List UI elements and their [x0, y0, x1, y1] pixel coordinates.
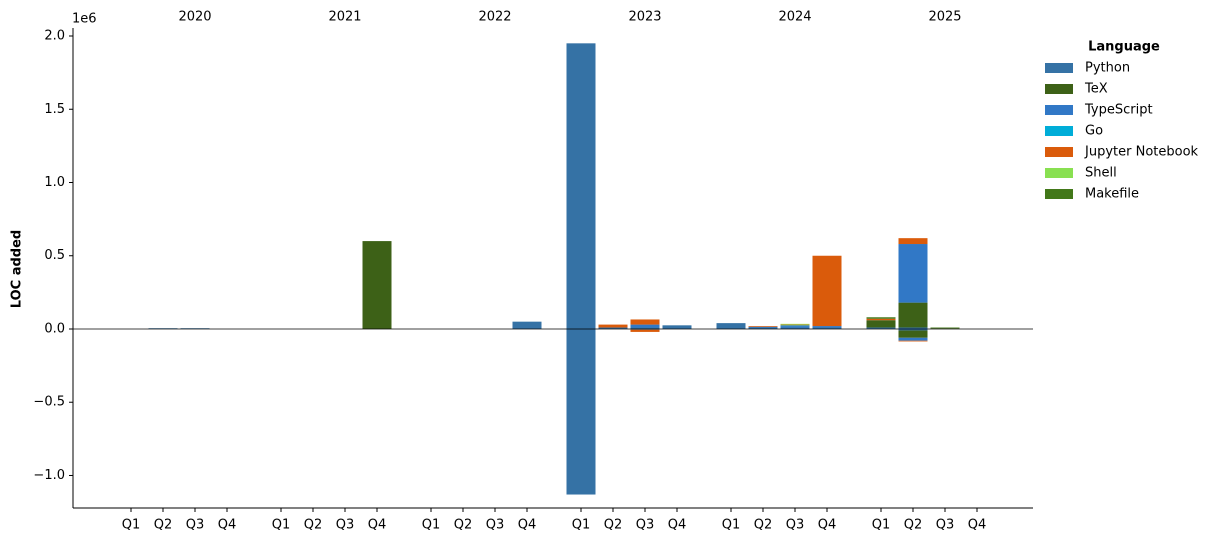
legend-label: Makefile: [1085, 187, 1139, 202]
bar: [362, 241, 392, 329]
x-tick-label: Q4: [218, 518, 237, 533]
bar: [566, 43, 596, 329]
x-tick-label: Q1: [122, 518, 141, 533]
x-tick-label: Q3: [936, 518, 955, 533]
x-tick-label: Q1: [722, 518, 741, 533]
y-tick-label: −0.5: [33, 395, 65, 410]
x-tick-label: Q4: [968, 518, 987, 533]
x-tick-label: Q3: [336, 518, 355, 533]
x-tick-label: Q2: [604, 518, 623, 533]
x-tick-label: Q3: [486, 518, 505, 533]
legend-swatch: [1045, 147, 1073, 157]
legend-swatch: [1045, 105, 1073, 115]
bar: [812, 326, 842, 328]
year-label: 2024: [778, 10, 811, 25]
bar: [812, 327, 842, 329]
legend-swatch: [1045, 189, 1073, 199]
x-tick-label: Q4: [668, 518, 687, 533]
bar: [866, 327, 896, 329]
x-tick-label: Q2: [304, 518, 323, 533]
x-tick-label: Q2: [454, 518, 473, 533]
legend-title: Language: [1088, 40, 1160, 55]
x-tick-label: Q1: [422, 518, 441, 533]
year-label: 2025: [928, 10, 961, 25]
bar-negative: [898, 337, 928, 341]
bar: [780, 323, 810, 325]
bar: [748, 326, 778, 327]
x-tick-label: Q4: [818, 518, 837, 533]
legend-label: Jupyter Notebook: [1084, 145, 1199, 160]
bar: [898, 244, 928, 303]
y-tick-label: −1.0: [33, 468, 65, 483]
bar-negative: [898, 340, 928, 342]
bar: [780, 327, 810, 329]
x-tick-label: Q1: [272, 518, 291, 533]
x-tick-label: Q2: [904, 518, 923, 533]
y-axis-label: LOC added: [10, 230, 25, 308]
bar: [930, 328, 960, 329]
x-tick-label: Q2: [154, 518, 173, 533]
bar-negative: [566, 328, 596, 495]
bar: [630, 319, 660, 325]
bar: [866, 318, 896, 321]
bar: [898, 327, 928, 329]
bar: [598, 327, 628, 329]
bar: [780, 325, 810, 327]
y-tick-label: 1.5: [44, 102, 65, 117]
legend-label: Shell: [1085, 166, 1117, 181]
x-tick-label: Q2: [754, 518, 773, 533]
bar: [180, 328, 210, 329]
bar-negative: [898, 328, 928, 331]
bar: [630, 327, 660, 329]
bar: [512, 321, 542, 329]
x-tick-label: Q3: [786, 518, 805, 533]
bar-negative: [898, 330, 928, 338]
legend-swatch: [1045, 126, 1073, 136]
legend-label: TypeScript: [1084, 103, 1153, 118]
year-label: 2020: [178, 10, 211, 25]
bar: [598, 324, 628, 328]
x-tick-label: Q4: [518, 518, 537, 533]
x-tick-label: Q3: [636, 518, 655, 533]
bar: [716, 323, 746, 329]
year-label: 2023: [628, 10, 661, 25]
bar: [662, 325, 692, 329]
bar: [780, 324, 810, 326]
bar: [630, 324, 660, 328]
y-tick-label: 2.0: [44, 29, 65, 44]
bar-negative: [630, 328, 660, 330]
legend-swatch: [1045, 63, 1073, 73]
bar: [812, 255, 842, 327]
year-label: 2022: [478, 10, 511, 25]
bar: [748, 327, 778, 329]
bar: [780, 326, 810, 328]
bar-negative: [630, 329, 660, 332]
legend-swatch: [1045, 84, 1073, 94]
y-tick-label: 0.5: [44, 248, 65, 263]
bar: [148, 328, 178, 329]
bar: [866, 317, 896, 319]
y-tick-label: 1.0: [44, 175, 65, 190]
y-offset-label: 1e6: [72, 12, 97, 27]
legend-swatch: [1045, 168, 1073, 178]
bar: [748, 326, 778, 328]
bar: [866, 320, 896, 328]
x-tick-label: Q1: [572, 518, 591, 533]
y-tick-label: 0.0: [44, 321, 65, 336]
x-tick-label: Q1: [872, 518, 891, 533]
bar: [898, 302, 928, 328]
x-tick-label: Q4: [368, 518, 387, 533]
bar: [898, 238, 928, 245]
x-tick-label: Q3: [186, 518, 205, 533]
legend-label: Go: [1085, 124, 1103, 139]
bar: [930, 327, 960, 329]
legend-label: TeX: [1084, 82, 1108, 97]
year-label: 2021: [328, 10, 361, 25]
legend-label: Python: [1085, 61, 1130, 76]
